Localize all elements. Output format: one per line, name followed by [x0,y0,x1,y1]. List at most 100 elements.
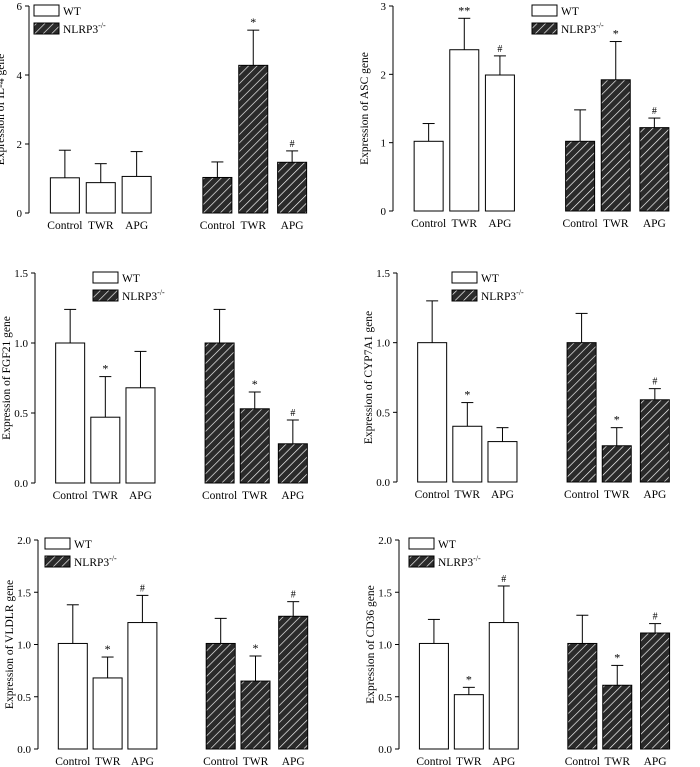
significance-mark: * [614,413,620,427]
wt-bar-apg [121,175,152,214]
significance-mark: * [102,362,108,376]
nlrp3-ko-bar-twr [240,680,271,750]
x-tick-label: Control [203,756,238,767]
y-tick-label: 0 [381,206,387,218]
legend-label-nlrp3-ko: NLRP3-/- [561,21,604,36]
significance-mark: # [652,377,657,388]
legend-swatch-nlrp3-ko [33,22,60,35]
x-tick-label: Control [563,218,598,230]
nlrp3-ko-bar-control [202,176,233,214]
significance-mark: # [497,44,502,55]
wt-bar-control [55,342,86,484]
legend-label-nlrp3-ko: NLRP3-/- [63,21,106,36]
significance-mark: # [291,590,296,601]
wt-bar-control [418,642,449,750]
wt-bar-apg [127,622,158,750]
y-tick-label: 0 [17,208,23,220]
wt-bar-control [413,140,444,212]
x-tick-label: Control [53,490,88,502]
x-tick-label: TWR [456,756,482,767]
x-tick-label: APG [491,489,514,501]
legend-swatch-wt [451,271,478,284]
y-tick-label: 1.0 [376,338,390,350]
x-tick-label: TWR [242,490,268,502]
y-tick-label: 2 [17,139,23,151]
y-axis-label: Expression of VLDLR gene [4,580,16,709]
y-tick-label: 0.0 [14,478,28,490]
legend-swatch-nlrp3-ko [408,555,435,568]
y-tick-label: 3 [381,1,387,13]
nlrp3-ko-bar-twr [600,79,631,212]
x-tick-label: Control [202,490,237,502]
significance-mark: # [501,574,506,585]
y-tick-label: 1 [381,138,387,150]
nlrp3-ko-bar-apg [640,632,671,750]
legend-swatch-wt [531,4,558,17]
chart-panel-3: 0.0 0.5 1.0 1.5 Expression of FGF21 gene Cont… [1,268,308,502]
x-tick-label: TWR [603,218,629,230]
legend-label-nlrp3-ko: NLRP3-/- [438,554,481,569]
x-tick-label: TWR [604,756,630,767]
legend-label-superscript: -/- [516,288,524,297]
x-tick-label: Control [55,756,90,767]
nlrp3-ko-bar-twr [238,64,269,214]
y-tick-label: 1.5 [378,587,392,599]
wt-bar-apg [484,74,515,212]
y-tick-label: 1.0 [378,640,392,652]
wt-bar-twr [452,425,483,483]
y-tick-label: 0.5 [378,692,392,704]
y-tick-label: 0.5 [376,407,390,419]
y-tick-label: 1.5 [17,587,31,599]
x-tick-label: TWR [95,756,121,767]
x-tick-label: Control [564,489,599,501]
x-tick-label: APG [643,218,666,230]
x-tick-label: TWR [240,220,266,232]
legend-label-superscript: -/- [109,554,117,563]
x-tick-label: APG [282,756,305,767]
y-tick-label: 6 [17,1,23,13]
x-tick-label: TWR [604,489,630,501]
y-tick-label: 2.0 [378,535,392,547]
x-tick-label: APG [644,756,667,767]
chart-panel-4: 0.0 0.5 1.0 1.5 Expression of CYP7A1 gene Con… [363,268,670,501]
wt-bar-apg [487,441,518,483]
chart-panel-5: 0.0 0.5 1.0 1.5 2.0 Expression of VLDLR gene C… [4,535,309,767]
x-tick-label: APG [281,490,304,502]
y-tick-label: 2.0 [17,535,31,547]
y-tick-label: 0.0 [376,477,390,489]
legend-swatch-wt [44,537,71,550]
y-axis-label: Expression of IL-4 gene [0,54,7,165]
wt-bar-apg [125,387,156,484]
legend-label-wt: WT [481,273,499,285]
x-tick-label: Control [47,220,82,232]
nlrp3-ko-bar-twr [239,408,270,484]
significance-mark: # [653,612,658,623]
wt-bar-twr [453,694,484,750]
legend-label-wt: WT [438,539,456,551]
x-tick-label: TWR [243,756,269,767]
x-tick-label: TWR [93,490,119,502]
nlrp3-ko-bar-apg [277,161,308,214]
legend: WT NLRP3-/- [44,537,117,569]
y-axis-label: Expression of FGF21 gene [1,316,13,440]
y-axis-label: Expression of ASC gene [359,52,371,165]
y-tick-label: 1.5 [14,268,28,280]
legend-label-wt: WT [74,539,92,551]
legend: WT NLRP3-/- [408,537,481,569]
x-tick-label: TWR [88,220,114,232]
x-tick-label: Control [415,489,450,501]
x-tick-label: APG [643,489,666,501]
legend-swatch-nlrp3-ko [451,289,478,302]
x-tick-label: APG [281,220,304,232]
x-tick-label: APG [129,490,152,502]
significance-mark: ** [458,3,470,17]
legend-swatch-wt [408,537,435,550]
significance-mark: * [252,377,258,391]
x-tick-label: APG [131,756,154,767]
legend-label-wt: WT [561,6,579,18]
nlrp3-ko-bar-control [205,642,236,750]
significance-mark: # [652,106,657,117]
significance-mark: * [464,388,470,402]
legend: WT NLRP3-/- [92,271,165,303]
legend-swatch-nlrp3-ko [92,289,119,302]
